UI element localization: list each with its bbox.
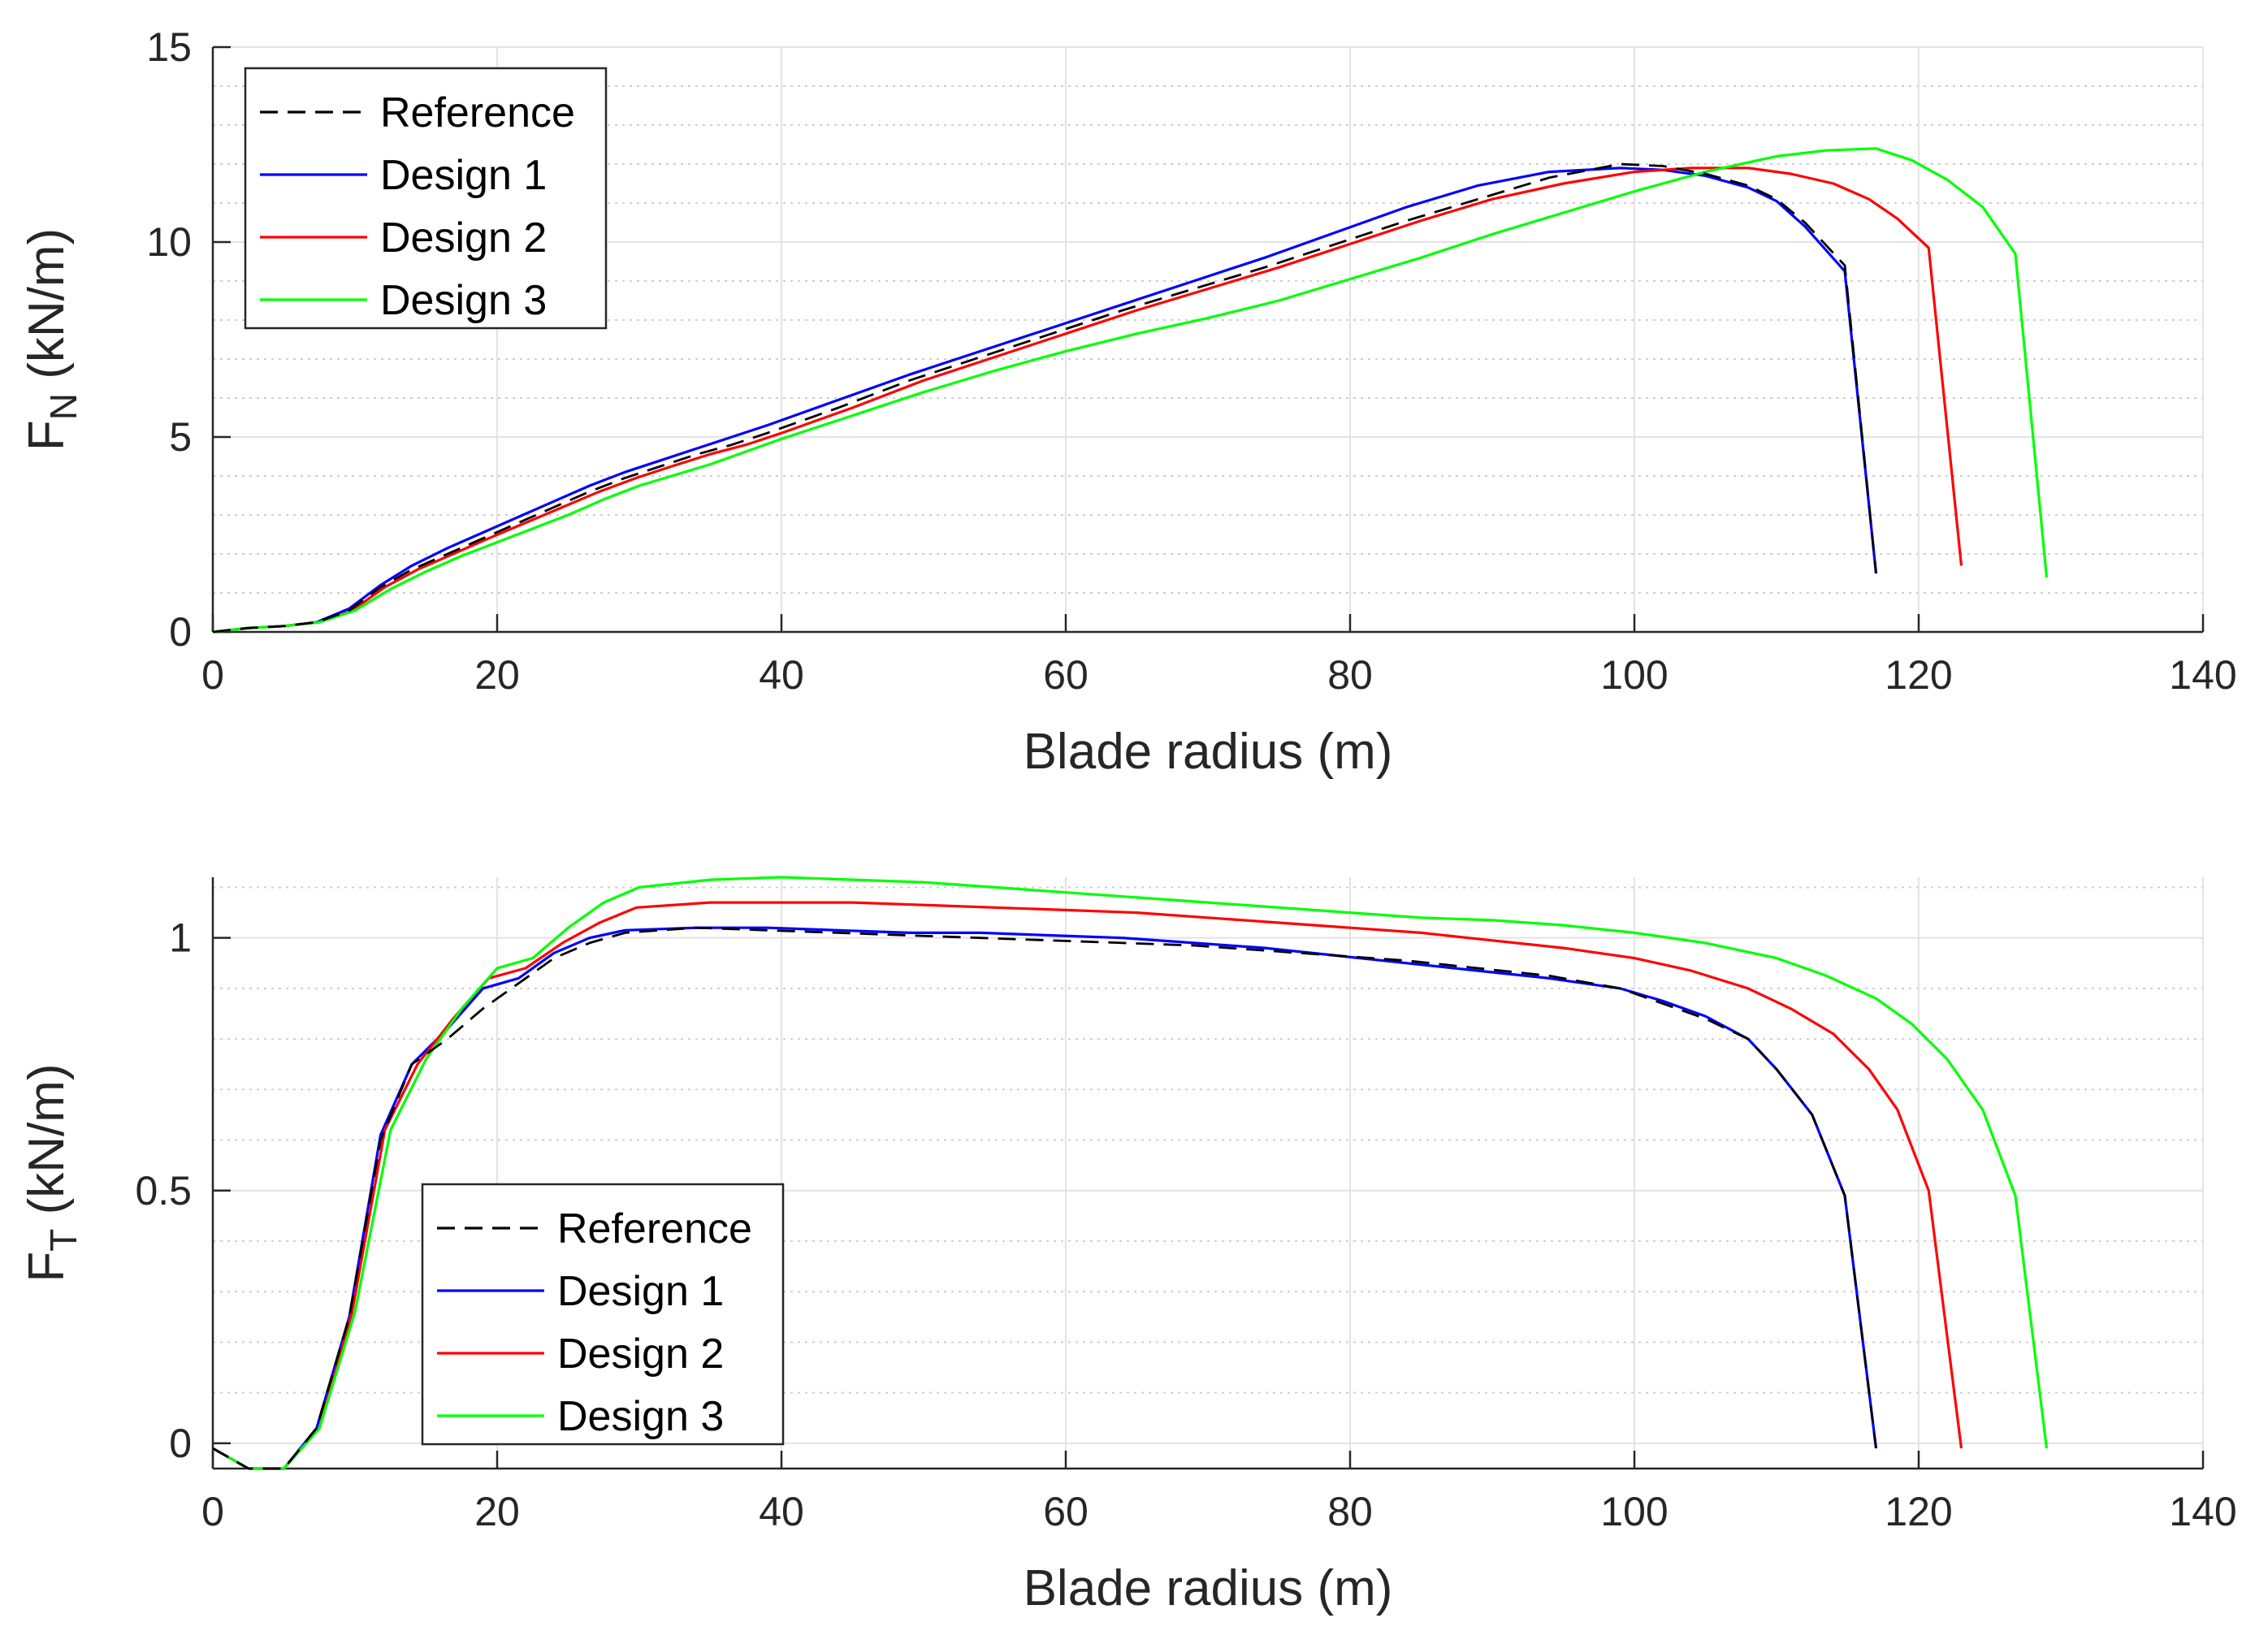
x-tick-label: 0 [201,1489,224,1534]
x-tick-label: 40 [759,652,804,698]
x-tick-label: 40 [759,1489,804,1534]
y-axis-label: FT (kN/m) [19,1063,84,1282]
series-line-design-2 [212,167,1963,634]
x-tick-label: 60 [1043,652,1089,698]
y-tick-label: 0 [169,609,192,655]
y-tick-label: 15 [146,24,192,70]
legend-label: Design 3 [557,1393,724,1440]
x-axis-label: Blade radius (m) [1024,724,1393,780]
series-line-design-3 [212,876,2049,1470]
legend-label: Reference [557,1205,752,1252]
x-tick-label: 120 [1885,1489,1952,1534]
legend-label: Design 1 [557,1268,724,1315]
x-tick-label: 60 [1043,1489,1089,1534]
y-tick-label: 10 [146,219,192,265]
x-tick-label: 100 [1600,652,1668,698]
x-tick-label: 140 [2169,1489,2236,1534]
x-tick-label: 20 [474,652,520,698]
series-line-reference [212,926,1877,1470]
y-axis-label: FN (kN/m) [19,228,84,451]
y-tick-label: 5 [169,414,192,460]
series-line-design-3 [212,147,2049,634]
x-tick-label: 80 [1327,1489,1373,1534]
legend-label: Design 3 [380,277,547,324]
x-tick-label: 140 [2169,652,2236,698]
y-tick-label: 1 [169,915,192,961]
x-tick-label: 100 [1600,1489,1668,1534]
x-axis-label: Blade radius (m) [1024,1560,1393,1616]
legend: Reference Design 1 Design 2 Design 3 [244,67,608,330]
tangential-force-chart: 0 20 40 60 80 100 120 140 0 0.5 1 Blade radius (m) F… [19,876,2237,1616]
x-tick-label: 20 [474,1489,520,1534]
series-line-design-1 [212,167,1878,634]
legend-label: Design 2 [557,1330,724,1378]
series-line-design-2 [212,901,1963,1470]
y-tick-label: 0 [169,1421,192,1466]
series-line-reference [212,162,1877,634]
y-tick-label: 0.5 [135,1168,192,1214]
x-tick-label: 80 [1327,652,1373,698]
x-tick-label: 0 [201,652,224,698]
legend: Reference Design 1 Design 2 Design 3 [421,1183,785,1446]
legend-label: Reference [380,89,575,136]
legend-label: Design 2 [380,214,547,262]
normal-force-chart: 0 20 40 60 80 100 120 140 0 5 10 15 Blade radius (m)… [19,24,2237,780]
legend-label: Design 1 [380,152,547,199]
series-line-design-1 [212,926,1878,1470]
x-tick-label: 120 [1885,652,1952,698]
